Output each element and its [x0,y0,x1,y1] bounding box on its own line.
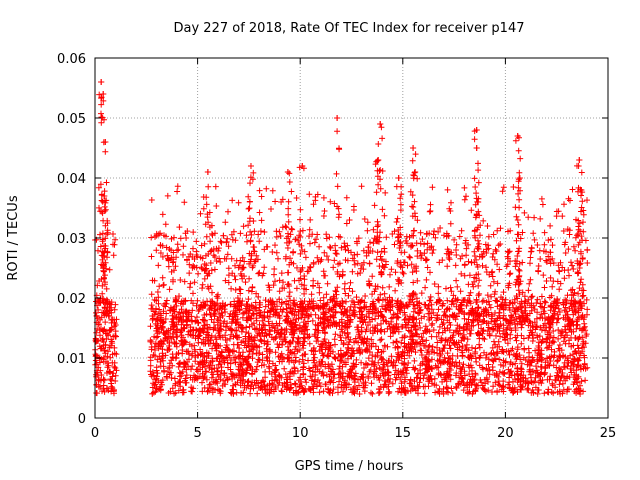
peak-point [578,187,585,193]
y-tick-label: 0.01 [57,352,86,367]
peak-point [284,169,291,175]
x-tick-label: 15 [395,426,412,441]
roti-series [92,79,591,397]
data-points [92,79,591,397]
x-axis-label: GPS time / hours [295,459,404,474]
x-tick-label: 10 [292,426,309,441]
peak-point [101,193,108,199]
peak-point [334,115,341,121]
x-tick-label: 0 [91,426,99,441]
peak-point [247,163,254,169]
x-tick-label: 5 [193,426,201,441]
y-tick-label: 0 [78,412,86,427]
y-tick-label: 0.04 [57,172,86,187]
y-tick-label: 0.05 [57,112,86,127]
peak-point [576,157,583,163]
peak-point [473,127,480,133]
x-tick-label: 20 [497,426,514,441]
peak-point [395,175,402,181]
peak-point [102,139,109,145]
chart-title: Day 227 of 2018, Rate Of TEC Index for r… [174,21,525,36]
peak-point [410,145,417,151]
peak-point [299,163,306,169]
peak-point [514,133,521,139]
peak-point [100,91,107,97]
peak-point [204,169,211,175]
peak-point [473,145,480,151]
peak-point [412,169,419,175]
y-tick-label: 0.03 [57,232,86,247]
y-axis-label: ROTI / TECUs [6,195,21,280]
x-tick-label: 25 [600,426,617,441]
peak-point [98,79,105,85]
peak-point [377,121,384,127]
axis-ticks: 0 5 10 15 20 25 0 0.01 0.02 0.03 0.04 0.05 0.06 [57,52,616,441]
y-tick-label: 0.02 [57,292,86,307]
peak-point [375,157,382,163]
y-tick-label: 0.06 [57,52,86,67]
peak-point [516,175,523,181]
